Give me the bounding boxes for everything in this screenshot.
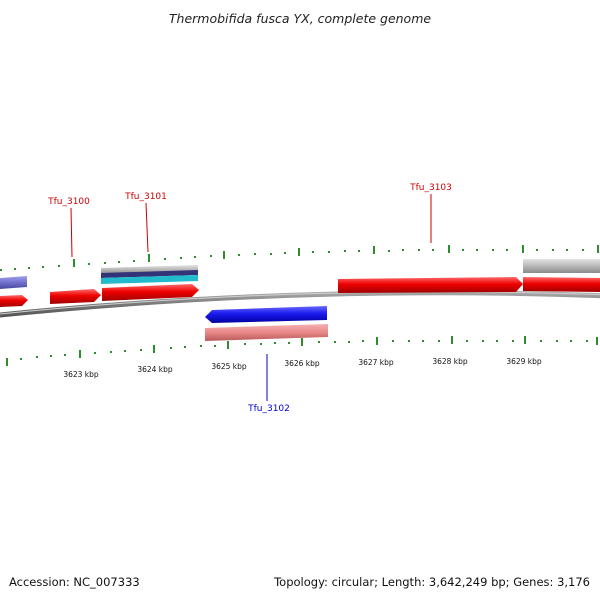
gene-labels: Tfu_3100 Tfu_3101 Tfu_3103 Tfu_3102 xyxy=(47,183,452,414)
feature-navy[interactable] xyxy=(101,270,198,278)
outer-tick-row xyxy=(0,245,599,271)
accession-text: Accession: NC_007333 xyxy=(9,575,140,589)
gene-tfu-3100[interactable] xyxy=(50,289,101,304)
gene-tfu-3103[interactable] xyxy=(338,277,523,293)
tick-label-3623: 3623 kbp xyxy=(63,370,99,379)
tick-label-3627: 3627 kbp xyxy=(358,358,394,367)
tick-label-3626: 3626 kbp xyxy=(284,359,320,368)
label-tfu-3101[interactable]: Tfu_3101 xyxy=(124,192,167,202)
feature-light-red[interactable] xyxy=(205,324,328,341)
feature-cyan[interactable] xyxy=(101,275,198,284)
genome-backbone xyxy=(0,290,600,318)
gene-partial-left-red[interactable] xyxy=(0,295,28,307)
label-tfu-3103[interactable]: Tfu_3103 xyxy=(409,183,452,193)
gene-tfu-3101[interactable] xyxy=(102,284,199,301)
leader-tfu-3101 xyxy=(145,202,149,253)
inner-tick-row xyxy=(6,336,598,366)
tick-label-3628: 3628 kbp xyxy=(432,357,468,366)
genome-summary-text: Topology: circular; Length: 3,642,249 bp… xyxy=(273,575,590,589)
tick-label-3629: 3629 kbp xyxy=(506,357,542,366)
label-tfu-3102[interactable]: Tfu_3102 xyxy=(247,404,290,414)
tick-label-3625: 3625 kbp xyxy=(211,362,247,371)
leader-tfu-3100 xyxy=(70,207,73,258)
tick-labels: 3623 kbp 3624 kbp 3625 kbp 3626 kbp 3627… xyxy=(63,357,542,379)
tick-label-3624: 3624 kbp xyxy=(137,365,173,374)
feature-grey-right[interactable] xyxy=(523,259,600,273)
gene-partial-right-red[interactable] xyxy=(523,277,600,292)
gene-partial-left-lavender[interactable] xyxy=(0,276,27,289)
label-tfu-3100[interactable]: Tfu_3100 xyxy=(47,197,90,207)
label-leaders xyxy=(70,194,432,401)
gene-tfu-3102[interactable] xyxy=(205,306,327,323)
map-title: Thermobifida fusca YX, complete genome xyxy=(169,11,431,26)
